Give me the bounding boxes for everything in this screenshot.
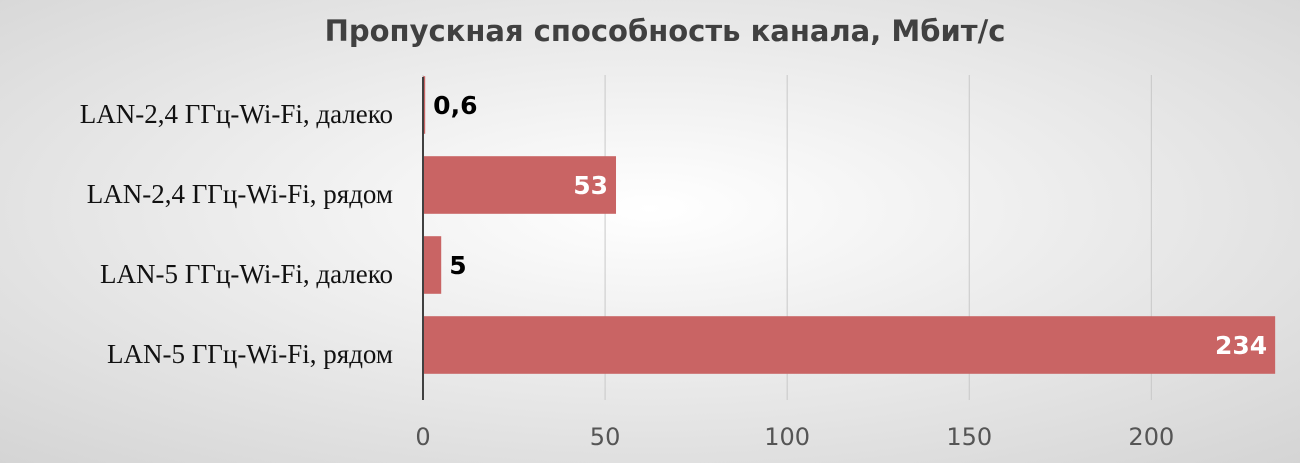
bar — [423, 156, 617, 214]
y-tick-label: LAN-5 ГГц-Wi-Fi, рядом — [107, 339, 393, 369]
bar — [423, 76, 426, 134]
value-label: 53 — [573, 171, 608, 200]
bar — [423, 316, 1276, 374]
value-label: 5 — [449, 251, 466, 280]
value-label: 234 — [1215, 331, 1267, 360]
x-tick-label: 50 — [590, 423, 621, 451]
x-tick-label: 200 — [1128, 423, 1174, 451]
chart-title: Пропускная способность канала, Мбит/с — [325, 14, 1006, 48]
value-label: 0,6 — [433, 91, 477, 120]
y-tick-label: LAN-2,4 ГГц-Wi-Fi, рядом — [87, 179, 393, 209]
x-tick-label: 100 — [764, 423, 810, 451]
bar — [423, 236, 442, 294]
x-tick-label: 0 — [415, 423, 430, 451]
y-tick-label: LAN-2,4 ГГц-Wi-Fi, далеко — [80, 99, 393, 129]
x-tick-label: 150 — [946, 423, 992, 451]
y-tick-label: LAN-5 ГГц-Wi-Fi, далеко — [100, 259, 393, 289]
